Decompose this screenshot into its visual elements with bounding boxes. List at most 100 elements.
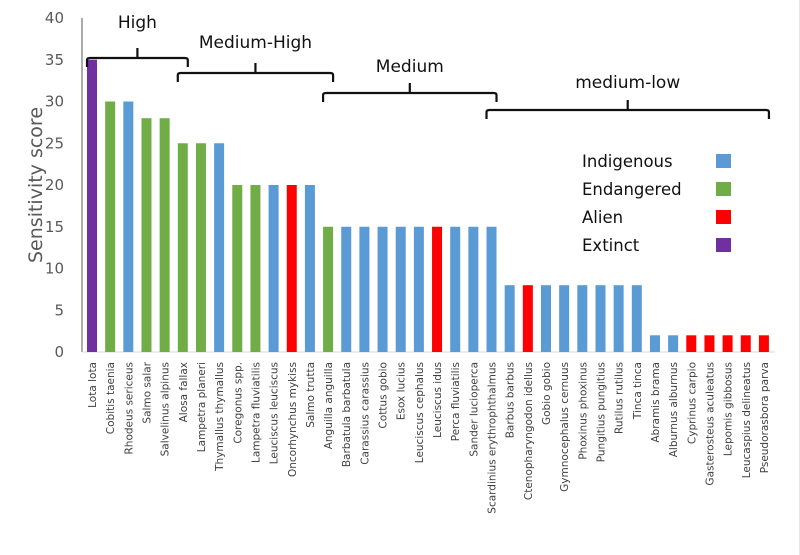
x-tick-label: Esox lucius xyxy=(396,362,408,420)
y-tick-label: 15 xyxy=(45,218,64,236)
y-tick-label: 20 xyxy=(45,176,64,194)
y-tick-label: 5 xyxy=(54,301,64,319)
x-tick-label: Leucaspius delineatus xyxy=(741,362,753,478)
x-tick-label: Perca fluviatilis xyxy=(450,362,462,441)
bar-carassius-carassius xyxy=(359,226,370,352)
y-tick-label: 30 xyxy=(45,93,64,111)
x-tick-label: Lepomis gibbosus xyxy=(723,362,735,456)
bar-cyprinus-carpio xyxy=(686,335,697,352)
x-axis-tick-labels: Lota lota Cobitis taenia Rhodeus sericeus S… xyxy=(87,361,771,513)
legend-label: Endangered xyxy=(582,180,682,199)
x-tick-label: Rhodeus sericeus xyxy=(123,362,135,455)
bar-salmo-salar xyxy=(141,118,152,352)
bar-phoxinus-phoxinus xyxy=(577,285,588,352)
group-label: High xyxy=(118,13,157,33)
x-tick-label: Lampetra planeri xyxy=(196,362,208,452)
x-tick-label: Carassius carassius xyxy=(359,362,371,465)
legend-label: Alien xyxy=(582,208,623,227)
x-tick-label: Phoxinus phoxinus xyxy=(577,362,589,460)
y-tick-label: 35 xyxy=(45,51,64,69)
legend-label: Extinct xyxy=(582,236,640,255)
legend-swatch-indigenous xyxy=(716,154,731,168)
legend-swatch-extinct xyxy=(716,238,731,252)
x-tick-label: Barbatula barbatula xyxy=(341,362,353,467)
bar-scardinius-erythrophthalmus xyxy=(486,226,497,352)
bracket-high xyxy=(85,48,189,67)
bar-ctenopharyngodon-idellus xyxy=(522,285,533,352)
x-tick-label: Cyprinus carpio xyxy=(686,362,698,444)
group-label: Medium-High xyxy=(199,33,312,53)
bar-esox-lucius xyxy=(395,226,406,352)
x-tick-label: Gasterosteus aculeatus xyxy=(704,362,716,486)
y-axis-label: Sensitivity score xyxy=(25,107,47,263)
bar-leuciscus-cephalus xyxy=(413,226,424,352)
bar-alburnus-alburnus xyxy=(668,335,679,352)
bar-alosa-fallax xyxy=(177,143,188,352)
bar-pseudorasbora-parva xyxy=(758,335,769,352)
x-tick-label: Pseudorasbora parva xyxy=(759,362,771,473)
bar-anguilla-anguilla xyxy=(323,226,334,352)
bar-coregonus-spp xyxy=(232,185,243,352)
bar-lota-lota xyxy=(87,59,97,352)
x-tick-label: Coregonus spp. xyxy=(232,362,244,444)
x-tick-label: Ctenopharyngodon idellus xyxy=(523,362,535,500)
x-tick-label: Pungitius pungitius xyxy=(595,362,607,462)
x-tick-label: Rutilus rutilus xyxy=(614,362,626,434)
group-brackets: High Medium-High Medium medium-low xyxy=(85,13,771,119)
bar-lepomis-gibbosus xyxy=(722,335,733,352)
x-tick-label: Thymallus thymallus xyxy=(214,362,226,472)
x-tick-label: Gobio gobio xyxy=(541,362,553,425)
bar-gymnocephalus-cernuus xyxy=(559,285,570,352)
legend-label: Indigenous xyxy=(582,152,673,171)
x-tick-label: Abramis brama xyxy=(650,362,662,443)
bar-sander-lucioperca xyxy=(468,226,479,352)
x-tick-label: Leuciscus cephalus xyxy=(414,362,426,463)
x-tick-label: Alburnus alburnus xyxy=(668,362,680,457)
bar-salvelinus-alpinus xyxy=(159,118,170,352)
bar-tinca-tinca xyxy=(631,285,642,352)
x-tick-label: Gymnocephalus cernuus xyxy=(559,362,571,492)
bracket-medium-low xyxy=(485,100,771,119)
x-tick-label: Alosa fallax xyxy=(178,362,190,422)
bar-leucaspius-delineatus xyxy=(740,335,751,352)
bar-barbus-barbus xyxy=(504,285,515,352)
x-tick-label: Salmo trutta xyxy=(305,362,317,428)
bar-rhodeus-sericeus xyxy=(123,101,134,352)
x-tick-label: Lampetra fluviatilis xyxy=(250,362,262,463)
bar-cottus-gobio xyxy=(377,226,388,352)
y-tick-label: 0 xyxy=(54,343,64,361)
legend-swatch-endangered xyxy=(716,182,731,196)
bar-abramis-brama xyxy=(649,335,660,352)
bracket-medium-high xyxy=(176,63,335,82)
legend-swatch-alien xyxy=(716,210,731,224)
bar-pungitius-pungitius xyxy=(595,285,606,352)
x-tick-label: Anguilla anguilla xyxy=(323,362,335,449)
group-label: medium-low xyxy=(575,73,680,93)
bar-perca-fluviatilis xyxy=(450,226,461,352)
y-tick-label: 25 xyxy=(45,134,64,152)
legend: Indigenous Endangered Alien Extinct xyxy=(582,152,731,255)
x-tick-label: Cottus gobio xyxy=(378,362,390,429)
x-tick-label: Cobitis taenia xyxy=(105,362,117,434)
bar-cobitis-taenia xyxy=(105,101,116,352)
bar-gobio-gobio xyxy=(541,285,551,352)
bar-oncorhynchus-mykiss xyxy=(286,185,297,352)
x-tick-label: Barbus barbus xyxy=(505,362,517,438)
bar-leuciscus-idus xyxy=(432,226,443,352)
x-tick-label: Lota lota xyxy=(87,362,99,408)
x-tick-label: Salmo salar xyxy=(141,361,153,423)
x-tick-label: Oncorhynchus mykiss xyxy=(287,362,299,477)
bar-salmo-trutta xyxy=(304,185,315,352)
y-tick-label: 10 xyxy=(45,260,64,278)
bar-thymallus-thymallus xyxy=(214,143,225,352)
bar-rutilus-rutilus xyxy=(613,285,624,352)
x-tick-label: Scardinius erythrophthalmus xyxy=(487,362,499,514)
x-tick-label: Leuciscus leuciscus xyxy=(269,362,281,464)
bar-leuciscus-leuciscus xyxy=(268,185,279,352)
x-tick-label: Leuciscus idus xyxy=(432,362,444,438)
bar-gasterosteus-aculeatus xyxy=(704,335,715,352)
x-tick-label: Salvelinus alpinus xyxy=(160,362,172,456)
x-tick-label: Sander lucioperca xyxy=(468,362,480,457)
y-tick-label: 40 xyxy=(45,9,64,27)
